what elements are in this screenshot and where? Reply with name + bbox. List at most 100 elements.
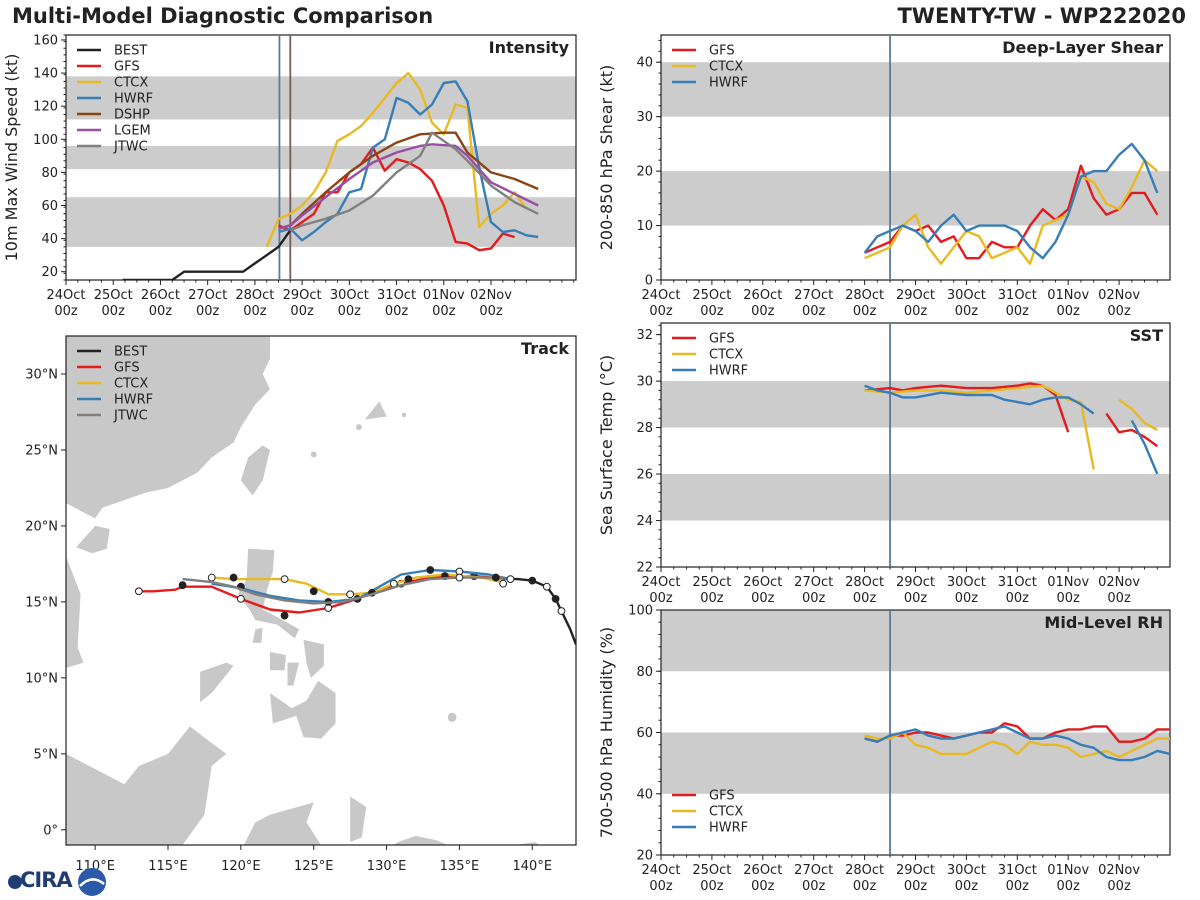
sst-xtick-label-date: 02Nov — [1098, 575, 1140, 590]
intensity-xtick-label-date: 24Oct — [46, 288, 85, 303]
intensity-xtick-label-hour: 00z — [243, 304, 267, 319]
track-point-hwrf — [404, 575, 413, 584]
island-4 — [789, 719, 801, 731]
intensity-line-hwrf — [278, 80, 539, 242]
sst-ytick-label: 24 — [636, 514, 653, 529]
track-ytick-label: 20°N — [25, 519, 58, 534]
shear-ylabel: 200-850 hPa Shear (kt) — [597, 65, 616, 251]
track-title: Track — [521, 339, 569, 358]
sst-xtick-label-hour: 00z — [751, 591, 775, 606]
shear-xtick-label-hour: 00z — [802, 304, 826, 319]
sst-xtick-label-hour: 00z — [1107, 591, 1131, 606]
rh-band-1 — [661, 610, 1170, 672]
intensity-xtick-label-hour: 00z — [338, 304, 362, 319]
land-shape-9 — [303, 639, 324, 678]
rh-xtick-label-hour: 00z — [1107, 879, 1131, 894]
intensity-legend-label: DSHP — [114, 108, 150, 123]
rh-ytick-label: 80 — [636, 665, 653, 680]
island-8 — [618, 597, 622, 602]
intensity-legend-label: CTCX — [114, 76, 148, 91]
track-point-best — [557, 607, 566, 615]
track-point-jtwc — [455, 573, 464, 582]
island-5 — [355, 424, 362, 431]
shear-xtick-label-date: 28Oct — [845, 288, 884, 303]
track-point-gfs — [134, 587, 143, 596]
rh-band-0 — [661, 732, 1170, 794]
shear-line-ctcx — [864, 158, 1159, 265]
intensity-xtick-label-date: 28Oct — [235, 288, 274, 303]
shear-xtick-label-hour: 00z — [1107, 304, 1131, 319]
track-legend-label: HWRF — [114, 393, 153, 408]
shear-title: Deep-Layer Shear — [1002, 38, 1163, 57]
shear-xtick-label-hour: 00z — [955, 304, 979, 319]
intensity-legend-label: BEST — [114, 44, 147, 59]
intensity-xtick-label-hour: 00z — [290, 304, 314, 319]
shear-xtick-label-date: 01Nov — [1047, 288, 1089, 303]
sst-xtick-label-date: 29Oct — [896, 575, 935, 590]
sst-band-0 — [661, 474, 1170, 521]
land-shape-16 — [364, 401, 387, 420]
intensity-line-dshp — [278, 131, 539, 230]
track-point-ctcx — [280, 575, 289, 584]
rh-line-gfs — [864, 722, 1170, 743]
intensity-ytick-label: 100 — [33, 133, 58, 148]
intensity-xtick-label-date: 30Oct — [330, 288, 369, 303]
rh-xtick-label-date: 29Oct — [896, 863, 935, 878]
storm-id: TWENTY-TW - WP222020 — [897, 4, 1186, 28]
sst-legend-label: GFS — [709, 332, 735, 347]
rh-title: Mid-Level RH — [1044, 613, 1163, 632]
track-point-ctcx — [207, 573, 216, 582]
intensity-xtick-label-hour: 00z — [149, 304, 173, 319]
intensity-ytick-label: 60 — [41, 199, 58, 214]
intensity-line-gfs — [278, 146, 515, 252]
intensity-xtick-label-hour: 00z — [479, 304, 503, 319]
rh-xtick-label-hour: 00z — [904, 879, 928, 894]
intensity-xtick-label-date: 29Oct — [283, 288, 322, 303]
sst-xtick-label-date: 30Oct — [947, 575, 986, 590]
track-point-ctcx — [499, 579, 508, 588]
track-series — [134, 566, 576, 645]
sst-legend-label: HWRF — [709, 364, 748, 379]
intensity-ylabel: 10m Max Wind Speed (kt) — [2, 54, 21, 262]
track-legend-label: CTCX — [114, 377, 148, 392]
intensity-series — [122, 71, 539, 280]
track-ytick-label: 0° — [43, 823, 58, 838]
sst-legend-label: CTCX — [709, 348, 743, 363]
rh-xtick-label-hour: 00z — [802, 879, 826, 894]
rh-xtick-label-date: 26Oct — [743, 863, 782, 878]
track-point-gfs — [280, 611, 289, 620]
sst-xtick-label-date: 24Oct — [641, 575, 680, 590]
cira-logo-text: CIRA — [20, 868, 73, 892]
sst-ytick-label: 32 — [636, 328, 653, 343]
rh-ytick-label: 40 — [636, 787, 653, 802]
shear-legend-label: HWRF — [709, 76, 748, 91]
shear-xtick-label-date: 31Oct — [998, 288, 1037, 303]
sst-line-hwrf — [864, 384, 1095, 415]
track-legend-label: JTWC — [113, 409, 148, 424]
island-3 — [687, 712, 697, 723]
intensity-line-ctcx — [265, 71, 528, 248]
sst-ytick-label: 28 — [636, 421, 653, 436]
intensity-line-lgem — [278, 143, 539, 230]
sst-xtick-label-hour: 00z — [649, 591, 673, 606]
track-point-best — [528, 576, 537, 585]
sst-xtick-label-date: 01Nov — [1047, 575, 1089, 590]
intensity-xtick-label-date: 31Oct — [377, 288, 416, 303]
sst-ytick-label: 26 — [636, 468, 653, 483]
shear-xtick-label-hour: 00z — [700, 304, 724, 319]
land-shape-10 — [270, 680, 336, 739]
track-xtick-label: 125°E — [294, 859, 334, 874]
track-point-jtwc — [491, 573, 500, 582]
rh-xtick-label-date: 31Oct — [998, 863, 1037, 878]
intensity-line-best — [122, 229, 292, 280]
rh-ytick-label: 20 — [636, 849, 653, 864]
rh-xtick-label-date: 02Nov — [1098, 863, 1140, 878]
shear-line-hwrf — [863, 142, 1159, 260]
rh-xtick-label-hour: 00z — [700, 879, 724, 894]
land-shape-12 — [243, 802, 321, 845]
track-ytick-label: 25°N — [25, 443, 58, 458]
rh-legend-label: CTCX — [709, 805, 743, 820]
figure-title: Multi-Model Diagnostic Comparison — [12, 4, 434, 28]
track-legend-label: BEST — [114, 345, 147, 360]
track-point-ctcx — [309, 587, 318, 596]
